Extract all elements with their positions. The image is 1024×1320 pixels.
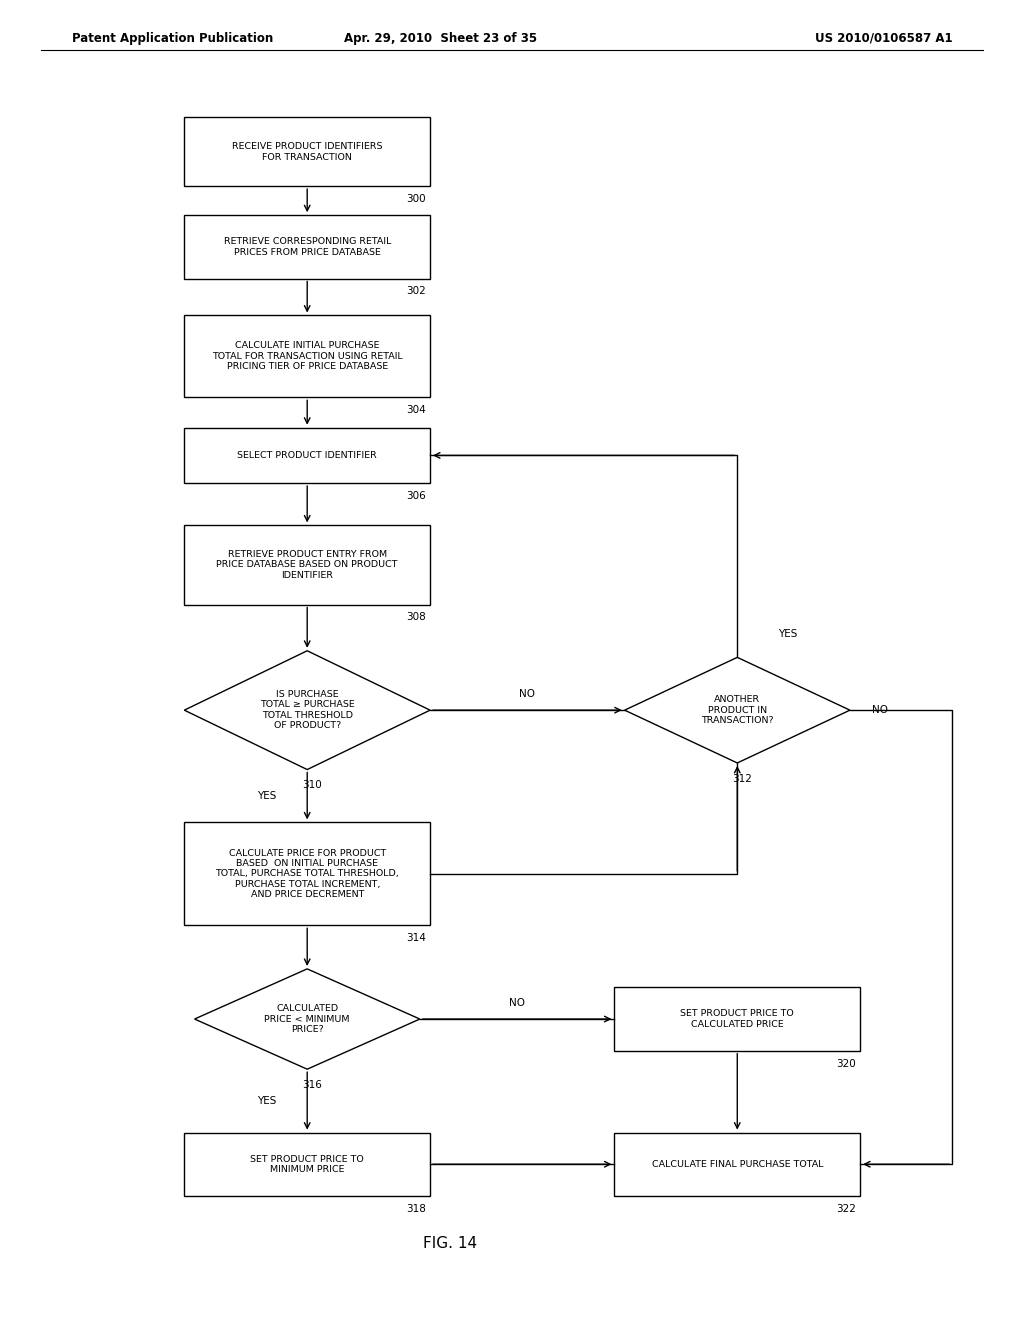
Text: 310: 310 xyxy=(302,780,322,791)
FancyBboxPatch shape xyxy=(614,987,860,1051)
FancyBboxPatch shape xyxy=(184,117,430,186)
Text: IS PURCHASE
TOTAL ≥ PURCHASE
TOTAL THRESHOLD
OF PRODUCT?: IS PURCHASE TOTAL ≥ PURCHASE TOTAL THRES… xyxy=(260,690,354,730)
FancyBboxPatch shape xyxy=(184,822,430,925)
Text: RETRIEVE PRODUCT ENTRY FROM
PRICE DATABASE BASED ON PRODUCT
IDENTIFIER: RETRIEVE PRODUCT ENTRY FROM PRICE DATABA… xyxy=(216,550,398,579)
Text: YES: YES xyxy=(257,1096,275,1106)
Text: CALCULATE INITIAL PURCHASE
TOTAL FOR TRANSACTION USING RETAIL
PRICING TIER OF PR: CALCULATE INITIAL PURCHASE TOTAL FOR TRA… xyxy=(212,342,402,371)
Text: 304: 304 xyxy=(407,405,426,416)
FancyBboxPatch shape xyxy=(184,315,430,397)
FancyBboxPatch shape xyxy=(184,428,430,483)
Text: SET PRODUCT PRICE TO
CALCULATED PRICE: SET PRODUCT PRICE TO CALCULATED PRICE xyxy=(680,1010,795,1028)
Text: FIG. 14: FIG. 14 xyxy=(424,1236,477,1251)
FancyBboxPatch shape xyxy=(184,1133,430,1196)
Text: NO: NO xyxy=(509,998,525,1008)
Text: CALCULATE PRICE FOR PRODUCT
BASED  ON INITIAL PURCHASE
TOTAL, PURCHASE TOTAL THR: CALCULATE PRICE FOR PRODUCT BASED ON INI… xyxy=(215,849,399,899)
Text: US 2010/0106587 A1: US 2010/0106587 A1 xyxy=(815,32,952,45)
Text: YES: YES xyxy=(778,628,798,639)
Text: SET PRODUCT PRICE TO
MINIMUM PRICE: SET PRODUCT PRICE TO MINIMUM PRICE xyxy=(250,1155,365,1173)
Text: SELECT PRODUCT IDENTIFIER: SELECT PRODUCT IDENTIFIER xyxy=(238,451,377,459)
Text: 322: 322 xyxy=(837,1204,856,1214)
Text: 302: 302 xyxy=(407,286,426,297)
Text: 314: 314 xyxy=(407,933,426,944)
Text: 306: 306 xyxy=(407,491,426,502)
FancyBboxPatch shape xyxy=(184,525,430,605)
Polygon shape xyxy=(195,969,420,1069)
Text: 316: 316 xyxy=(302,1080,322,1090)
Text: 320: 320 xyxy=(837,1059,856,1069)
Text: ANOTHER
PRODUCT IN
TRANSACTION?: ANOTHER PRODUCT IN TRANSACTION? xyxy=(701,696,773,725)
Polygon shape xyxy=(184,651,430,770)
FancyBboxPatch shape xyxy=(184,215,430,279)
Text: 300: 300 xyxy=(407,194,426,205)
Text: NO: NO xyxy=(872,705,889,715)
Polygon shape xyxy=(625,657,850,763)
Text: 312: 312 xyxy=(732,774,752,784)
Text: Apr. 29, 2010  Sheet 23 of 35: Apr. 29, 2010 Sheet 23 of 35 xyxy=(344,32,537,45)
Text: YES: YES xyxy=(257,791,275,801)
Text: Patent Application Publication: Patent Application Publication xyxy=(72,32,273,45)
Text: NO: NO xyxy=(519,689,536,700)
Text: CALCULATE FINAL PURCHASE TOTAL: CALCULATE FINAL PURCHASE TOTAL xyxy=(651,1160,823,1168)
Text: 318: 318 xyxy=(407,1204,426,1214)
FancyBboxPatch shape xyxy=(614,1133,860,1196)
Text: 308: 308 xyxy=(407,612,426,623)
Text: RECEIVE PRODUCT IDENTIFIERS
FOR TRANSACTION: RECEIVE PRODUCT IDENTIFIERS FOR TRANSACT… xyxy=(232,143,382,161)
Text: CALCULATED
PRICE < MINIMUM
PRICE?: CALCULATED PRICE < MINIMUM PRICE? xyxy=(264,1005,350,1034)
Text: RETRIEVE CORRESPONDING RETAIL
PRICES FROM PRICE DATABASE: RETRIEVE CORRESPONDING RETAIL PRICES FRO… xyxy=(223,238,391,256)
